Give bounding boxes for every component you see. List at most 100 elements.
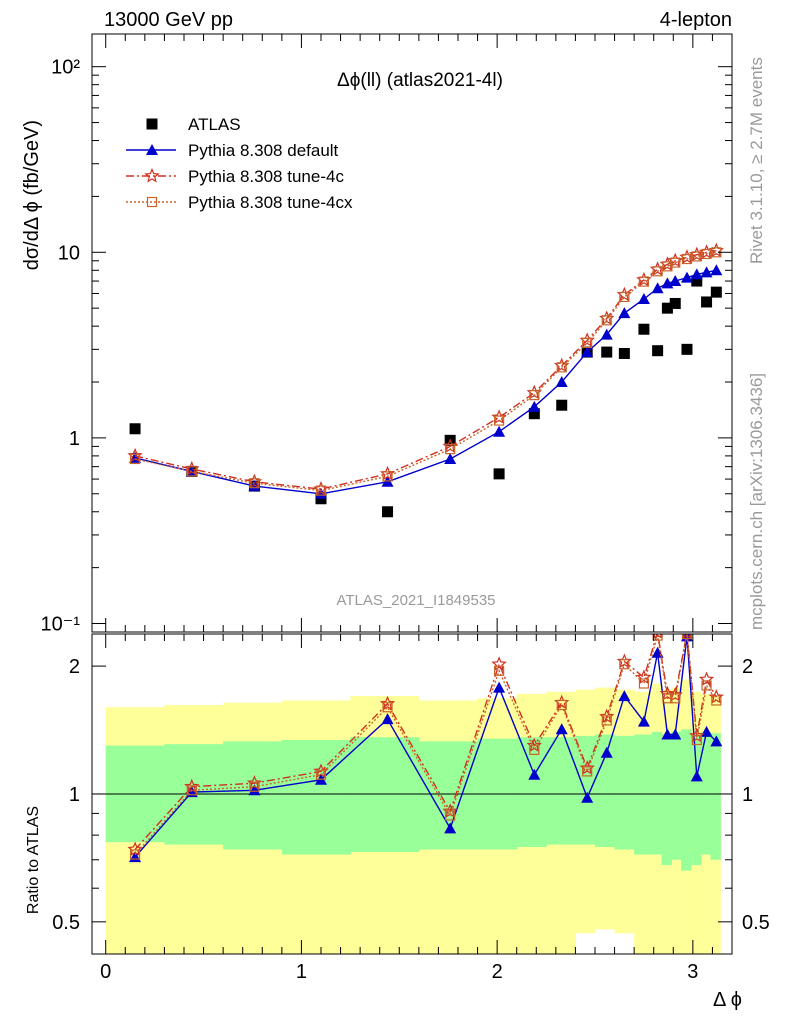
main-point-pythia-8-308-default [710, 264, 723, 276]
ratio-point-pythia-8-308-default [581, 791, 594, 803]
main-point-pythia-8-308-tune-4cx [249, 478, 260, 489]
ratio-point-pythia-8-308-tune-4c [636, 669, 652, 685]
ratio-point-pythia-8-308-default [381, 713, 394, 725]
main-point-pythia-8-308-default [444, 452, 457, 464]
ratio-point-pythia-8-308-default [669, 728, 682, 740]
main-point-pythia-8-308-default [618, 307, 631, 319]
ratio-point-pythia-8-308-tune-4cx [691, 734, 702, 746]
main-y-axis-label: dσ/dΔ ϕ (fb/GeV) [21, 120, 43, 270]
main-point-pythia-8-308-default [651, 282, 664, 294]
main-point-pythia-8-308-tune-4cx [701, 248, 712, 260]
main-plot-title: Δϕ(ll) (atlas2021-4l) [337, 70, 503, 91]
main-point-atlas [710, 286, 722, 298]
legend-marker [146, 144, 158, 155]
ratio-y-tick-label: 1 [69, 784, 80, 806]
main-point-atlas [652, 345, 664, 357]
ratio-point-pythia-8-308-default [661, 728, 674, 740]
main-point-pythia-8-308-tune-4cx [652, 266, 663, 277]
main-y-tick-label: 1 [69, 428, 80, 450]
legend-marker [144, 167, 160, 183]
legend-label: ATLAS [188, 115, 241, 134]
ratio-point-pythia-8-308-tune-4cx [652, 634, 663, 641]
main-point-pythia-8-308-default [680, 271, 693, 283]
legend-label: Pythia 8.308 tune-4cx [188, 193, 353, 212]
ratio-point-pythia-8-308-default [618, 690, 631, 702]
main-y-tick-label: 10⁻¹ [41, 614, 81, 636]
main-series-line-pythia-8-308-tune-4cx [134, 251, 717, 492]
ratio-point-pythia-8-308-tune-4cx [445, 810, 456, 821]
ratio-point-pythia-8-308-tune-4c [698, 671, 715, 686]
main-point-atlas [129, 423, 141, 435]
main-point-pythia-8-308-default [248, 480, 261, 492]
ratio-point-pythia-8-308-tune-4cx [670, 693, 681, 704]
ratio-point-pythia-8-308-tune-4cx [711, 695, 722, 706]
ratio-point-pythia-8-308-tune-4cx [601, 715, 612, 726]
main-point-atlas [661, 302, 673, 314]
main-point-pythia-8-308-default [581, 346, 594, 358]
x-tick-label: 3 [687, 961, 698, 983]
main-point-atlas [638, 323, 650, 335]
legend-marker [146, 196, 158, 208]
rivet-version-text: Rivet 3.1.10, ≥ 2.7M events [747, 57, 766, 264]
ratio-y-axis-label: Ratio to ATLAS [25, 806, 42, 914]
main-point-atlas [493, 468, 505, 480]
ratio-point-pythia-8-308-default [248, 784, 261, 796]
ratio-point-pythia-8-308-tune-4cx [681, 634, 693, 640]
ratio-point-pythia-8-308-tune-4c [579, 760, 595, 775]
ratio-point-pythia-8-308-default [444, 822, 457, 834]
main-point-atlas [669, 297, 681, 309]
ratio-point-pythia-8-308-tune-4cx [493, 665, 505, 676]
main-point-atlas [691, 275, 703, 287]
main-point-atlas [618, 347, 630, 359]
main-point-pythia-8-308-tune-4cx [493, 415, 505, 426]
uncertainty-band-inner [634, 734, 653, 855]
uncertainty-band-inner [223, 741, 283, 850]
main-point-pythia-8-308-default [600, 328, 613, 340]
main-point-pythia-8-308-default [700, 266, 713, 278]
ratio-point-pythia-8-308-default [600, 746, 613, 758]
main-point-pythia-8-308-tune-4cx [691, 251, 702, 262]
main-point-pythia-8-308-default [637, 293, 650, 305]
ratio-point-pythia-8-308-tune-4c [652, 634, 663, 639]
ratio-point-pythia-8-308-tune-4c [599, 708, 615, 724]
ratio-point-pythia-8-308-tune-4cx [129, 849, 141, 860]
ratio-point-pythia-8-308-default [690, 770, 703, 782]
main-point-atlas [382, 506, 394, 518]
ratio-y-tick-label-right: 2 [742, 656, 753, 678]
x-axis-label: Δ ϕ [713, 989, 742, 1011]
main-point-atlas [556, 399, 568, 411]
uncertainty-band-inner [690, 734, 702, 866]
uncertainty-band-inner [594, 734, 616, 848]
mcplots-reference-text: mcplots.cern.ch [arXiv:1306.3436] [747, 373, 766, 630]
main-point-pythia-8-308-default [555, 376, 568, 388]
uncertainty-band-inner [575, 735, 596, 845]
main-point-pythia-8-308-tune-4cx [529, 390, 540, 401]
ratio-point-pythia-8-308-tune-4cx [662, 693, 673, 704]
ratio-point-pythia-8-308-tune-4cx [315, 769, 327, 780]
main-plot-panel: 10⁻¹ 1 10 10² Δϕ(ll) (atlas2021-4l) ATLAS_2… [21, 33, 733, 636]
uncertainty-band-inner [281, 739, 351, 855]
legend-entry: ATLAS [146, 115, 241, 134]
ratio-point-pythia-8-308-tune-4cx [638, 678, 650, 689]
ratio-point-pythia-8-308-default [555, 723, 568, 735]
main-point-pythia-8-308-tune-4cx [129, 453, 141, 465]
x-tick-label: 0 [100, 961, 111, 983]
main-point-atlas [681, 343, 693, 355]
legend-entry: Pythia 8.308 tune-4cx [126, 193, 353, 212]
uncertainty-band-inner [700, 731, 712, 855]
ratio-point-pythia-8-308-default [710, 735, 723, 747]
ratio-point-pythia-8-308-tune-4cx [582, 766, 593, 777]
x-tick-label: 2 [492, 961, 503, 983]
main-point-pythia-8-308-tune-4cx [619, 291, 630, 302]
ratio-point-pythia-8-308-default [493, 681, 506, 693]
main-plot-frame [91, 33, 733, 633]
legend: ATLAS Pythia 8.308 default Pythia 8.308 tu… [126, 115, 353, 212]
ratio-point-pythia-8-308-tune-4cx [249, 781, 260, 792]
main-point-pythia-8-308-default [528, 400, 541, 412]
ratio-point-pythia-8-308-tune-4cx [529, 744, 540, 755]
main-point-pythia-8-308-default [314, 487, 327, 499]
main-point-pythia-8-308-tune-4c [127, 447, 143, 463]
main-point-pythia-8-308-tune-4cx [186, 466, 197, 477]
ratio-plot-panel: 0.5 0.5 1 1 2 2 0 1 2 3 Ratio to ATLAS Δ ϕ [25, 633, 770, 1011]
